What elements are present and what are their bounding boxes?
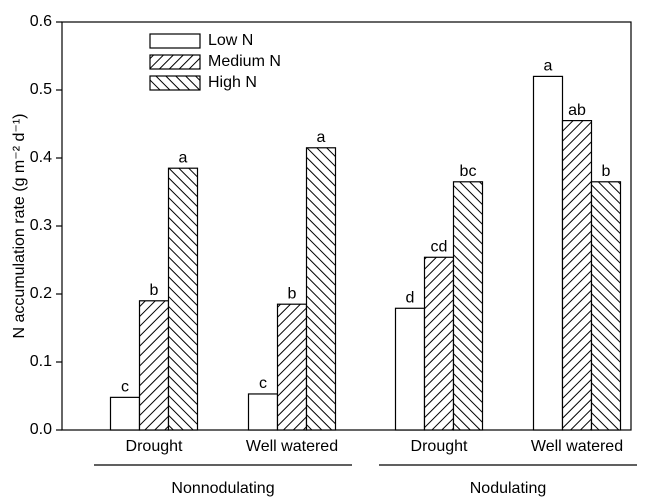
bar-letter: d (406, 289, 415, 306)
bar-letter: cd (431, 238, 448, 255)
plot-frame (61, 21, 632, 431)
bar (305, 147, 337, 431)
bar-letter: bc (460, 163, 477, 180)
bar-letter: b (150, 282, 159, 299)
bar (532, 75, 564, 431)
bar (276, 303, 308, 431)
bar-letter: a (317, 129, 326, 146)
x-tick-label: Drought (126, 438, 183, 455)
legend-swatch (149, 75, 201, 91)
y-tick-label: 0.3 (30, 217, 52, 234)
bar-letter: b (602, 163, 611, 180)
y-axis-label: N accumulation rate (g m⁻² d⁻¹) (11, 114, 28, 339)
bar (394, 307, 426, 431)
y-tick-label: 0.5 (30, 81, 52, 98)
y-tick-label: 0.1 (30, 353, 52, 370)
y-tick-label: 0.0 (30, 421, 52, 438)
bar-letter: a (544, 58, 553, 75)
bar (247, 393, 279, 431)
legend-label: High N (208, 74, 257, 91)
bar-letter: ab (568, 102, 586, 119)
bar (109, 396, 141, 431)
group-label: Nodulating (470, 480, 547, 497)
y-tick-label: 0.2 (30, 285, 52, 302)
bar (561, 119, 593, 431)
bar-letter: a (179, 149, 188, 166)
bar (138, 300, 170, 431)
legend-label: Medium N (208, 53, 281, 70)
bar (167, 167, 199, 431)
y-tick-label: 0.6 (30, 13, 52, 30)
y-tick-label: 0.4 (30, 149, 52, 166)
bar (590, 181, 622, 431)
legend-swatch (149, 54, 201, 70)
x-tick-label: Well watered (531, 438, 623, 455)
x-tick-label: Well watered (246, 438, 338, 455)
legend-swatch (149, 33, 201, 49)
bar-letter: c (259, 375, 267, 392)
bar-letter: c (121, 379, 129, 396)
legend-label: Low N (208, 32, 253, 49)
bar (423, 256, 455, 431)
bar-letter: b (288, 285, 297, 302)
group-label: Nonnodulating (171, 480, 274, 497)
x-tick-label: Drought (411, 438, 468, 455)
bar (452, 181, 484, 431)
